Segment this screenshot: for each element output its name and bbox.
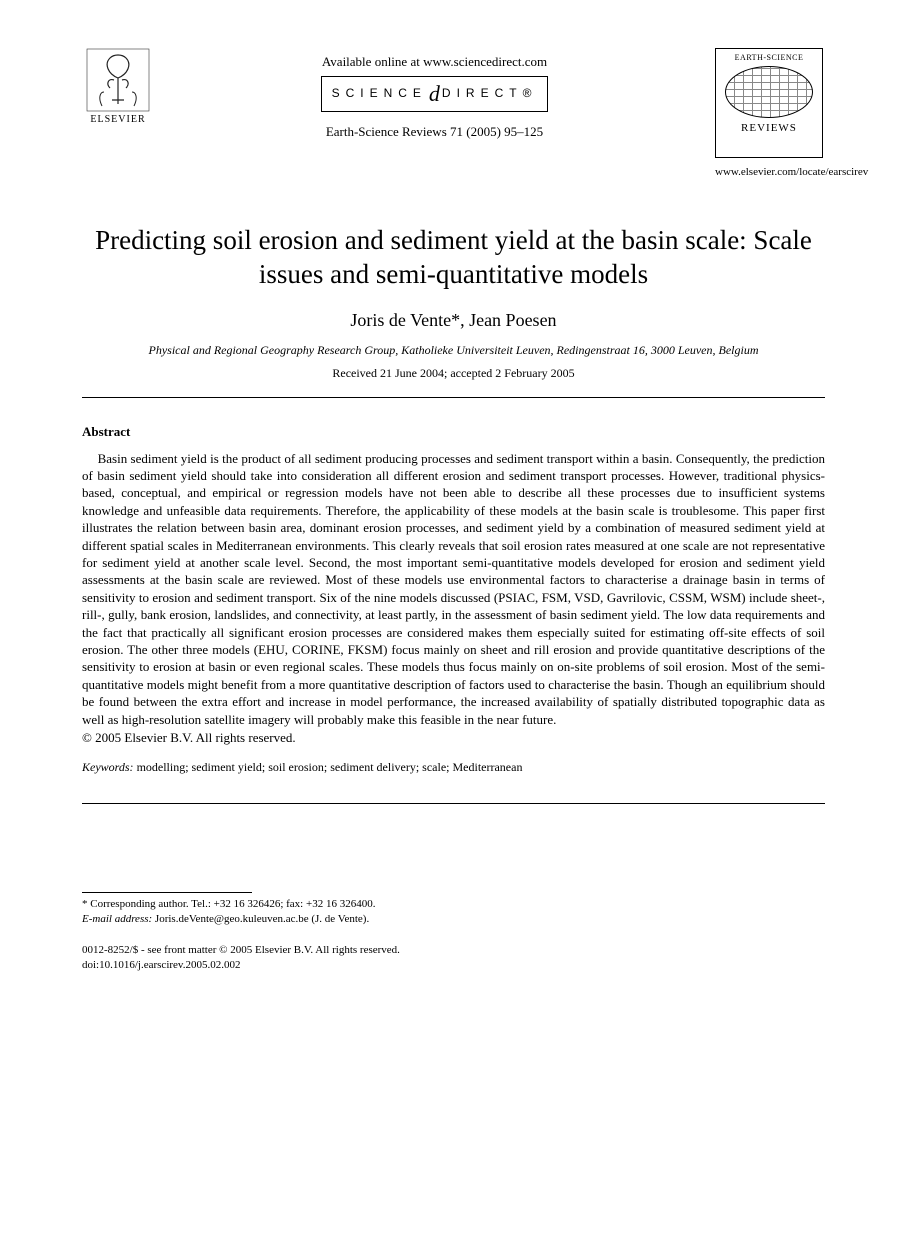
journal-cover-block: EARTH-SCIENCE REVIEWS www.elsevier.com/l… — [715, 48, 825, 178]
doi-line: doi:10.1016/j.earscirev.2005.02.002 — [82, 958, 825, 973]
sd-d-glyph: d — [427, 81, 442, 106]
bottom-matter: 0012-8252/$ - see front matter © 2005 El… — [82, 943, 825, 973]
abstract-body: Basin sediment yield is the product of a… — [82, 450, 825, 729]
cover-top-text: EARTH-SCIENCE — [720, 53, 818, 62]
available-online-text: Available online at www.sciencedirect.co… — [154, 54, 715, 70]
affiliation-line: Physical and Regional Geography Research… — [82, 343, 825, 358]
page-root: ELSEVIER Available online at www.science… — [0, 0, 907, 1238]
abstract-heading: Abstract — [82, 424, 825, 440]
authors-line: Joris de Vente*, Jean Poesen — [82, 310, 825, 331]
elsevier-logo: ELSEVIER — [82, 48, 154, 125]
email-line: E-mail address: Joris.deVente@geo.kuleuv… — [82, 912, 825, 927]
elsevier-tree-icon — [86, 48, 150, 112]
citation-line: Earth-Science Reviews 71 (2005) 95–125 — [154, 124, 715, 140]
keywords-values: modelling; sediment yield; soil erosion;… — [134, 760, 523, 774]
corresponding-author: * Corresponding author. Tel.: +32 16 326… — [82, 897, 825, 912]
email-value: Joris.deVente@geo.kuleuven.ac.be (J. de … — [152, 913, 369, 925]
article-title: Predicting soil erosion and sediment yie… — [82, 224, 825, 292]
center-header: Available online at www.sciencedirect.co… — [154, 48, 715, 140]
journal-url: www.elsevier.com/locate/earscirev — [715, 166, 825, 178]
rule-top — [82, 397, 825, 398]
email-label: E-mail address: — [82, 913, 152, 925]
sd-right: DIRECT® — [442, 86, 538, 100]
page-header: ELSEVIER Available online at www.science… — [82, 48, 825, 178]
footnotes: * Corresponding author. Tel.: +32 16 326… — [82, 897, 825, 927]
dates-line: Received 21 June 2004; accepted 2 Februa… — [82, 366, 825, 381]
copyright-line: © 2005 Elsevier B.V. All rights reserved… — [82, 730, 825, 746]
front-matter-line: 0012-8252/$ - see front matter © 2005 El… — [82, 943, 825, 958]
globe-icon — [725, 66, 813, 118]
cover-big-text: REVIEWS — [720, 122, 818, 134]
rule-bottom — [82, 803, 825, 804]
sciencedirect-logo: SCIENCEdDIRECT® — [321, 76, 549, 112]
journal-cover-box: EARTH-SCIENCE REVIEWS — [715, 48, 823, 158]
keywords-label: Keywords: — [82, 760, 134, 774]
keywords-line: Keywords: modelling; sediment yield; soi… — [82, 760, 825, 775]
footnote-rule — [82, 892, 252, 893]
sd-left: SCIENCE — [332, 86, 427, 100]
elsevier-label: ELSEVIER — [82, 114, 154, 125]
